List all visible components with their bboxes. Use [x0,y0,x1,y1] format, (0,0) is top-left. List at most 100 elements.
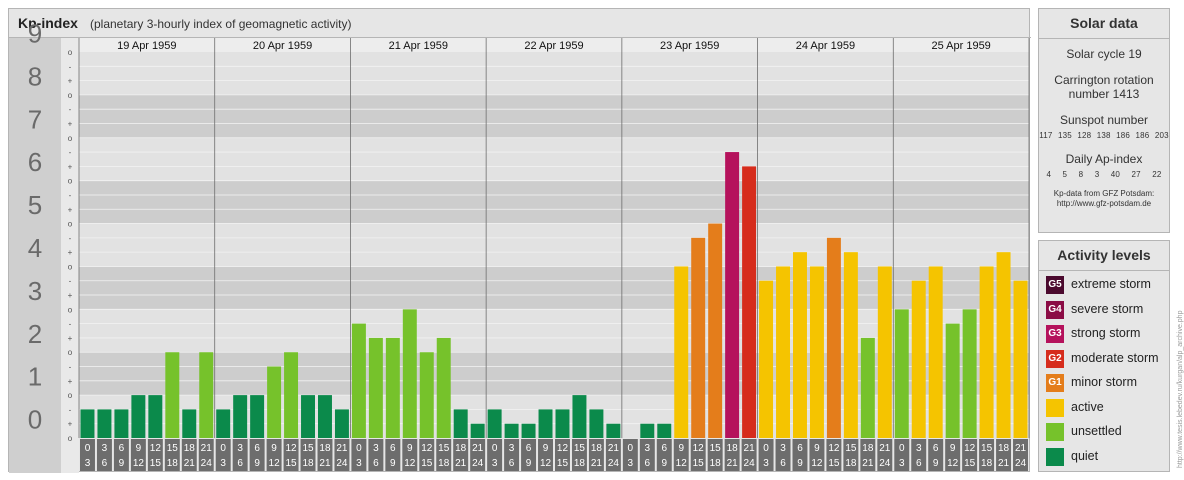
interval-cell [130,439,146,471]
interval-cell [690,439,706,471]
kp-bar [199,352,214,438]
day-label: 19 Apr 1959 [117,40,176,52]
kp-bar [301,395,315,438]
interval-start: 0 [492,443,498,454]
interval-start: 12 [285,443,297,454]
interval-end: 24 [1015,458,1027,469]
interval-start: 6 [390,443,396,454]
kp-bar [148,395,163,438]
interval-cell [351,439,367,471]
interval-end: 12 [811,458,823,469]
sub-tick-label: - [69,148,72,157]
legend-swatch: G3 [1046,325,1064,343]
interval-end: 15 [150,458,162,469]
interval-cell [605,439,621,471]
legend-label: extreme storm [1071,277,1151,291]
interval-cell [775,439,791,471]
interval-start: 0 [85,443,91,454]
interval-cell [962,439,978,471]
legend-item: quiet [1039,445,1169,470]
interval-start: 15 [710,443,722,454]
interval-start: 0 [899,443,905,454]
kp-bar [284,352,299,438]
interval-end: 21 [319,458,331,469]
interval-cell [504,439,520,471]
interval-start: 6 [797,443,803,454]
kp-bar [640,423,655,438]
interval-cell [113,439,129,471]
y-axis-band [9,38,61,473]
interval-end: 3 [628,458,634,469]
interval-end: 24 [608,458,620,469]
interval-cell [979,439,995,471]
y-tick-label: 0 [28,405,42,435]
day-label: 20 Apr 1959 [253,40,312,52]
interval-end: 24 [336,458,348,469]
interval-cell [232,439,248,471]
interval-start: 12 [557,443,569,454]
sub-tick-label: o [68,348,73,357]
interval-start: 3 [509,443,515,454]
interval-end: 9 [526,458,532,469]
interval-end: 18 [574,458,586,469]
kp-bar [691,237,706,438]
interval-start: 3 [102,443,108,454]
source-link[interactable]: http://www.gfz-potsdam.de [1056,199,1152,208]
interval-start: 18 [319,443,331,454]
band-level-3 [79,266,1029,310]
kp-bar [504,423,519,438]
interval-end: 18 [438,458,450,469]
sub-tick-label: o [68,434,73,443]
kp-bar [470,423,485,438]
kp-bar [877,266,892,438]
interval-end: 6 [916,458,922,469]
interval-end: 12 [947,458,959,469]
sub-tick-label: + [68,377,73,386]
interval-cell [402,439,418,471]
sub-tick-label: - [69,62,72,71]
interval-start: 21 [879,443,891,454]
kp-bar [945,323,960,438]
interval-end: 3 [492,458,498,469]
legend-swatch [1046,447,1064,466]
interval-end: 15 [828,458,840,469]
levels-legend: G5 extreme storm G4 severe storm G3 strong st… [1039,271,1169,469]
band-level-4 [79,223,1029,267]
sub-tick-label: o [68,305,73,314]
kp-bar [521,423,536,438]
interval-end: 12 [676,458,688,469]
legend-label: severe storm [1071,301,1144,316]
interval-end: 9 [390,458,396,469]
solar-data-panel: Solar data Solar cycle 19 Carrington rot… [1038,8,1170,233]
interval-start: 6 [254,443,260,454]
interval-cell [571,439,587,471]
band-level-5 [79,180,1029,224]
kp-bar [436,337,451,438]
interval-end: 12 [269,458,281,469]
kp-bar [402,309,417,438]
interval-start: 12 [828,443,840,454]
interval-start: 12 [964,443,976,454]
interval-cell [860,439,876,471]
kp-bar [572,395,587,438]
interval-end: 12 [133,458,145,469]
interval-cell [673,439,689,471]
kp-bar [725,152,740,438]
day-label: 21 Apr 1959 [389,40,448,52]
interval-start: 18 [455,443,467,454]
interval-end: 9 [119,458,125,469]
interval-cell [741,439,757,471]
sunspot-values: 117 135 128 138 186 186 203 [1039,131,1169,140]
kp-bar [809,266,824,438]
kp-bar [759,280,774,438]
interval-end: 24 [744,458,756,469]
interval-end: 18 [167,458,179,469]
interval-start: 9 [678,443,684,454]
interval-cell [588,439,604,471]
levels-panel-title: Activity levels [1039,241,1169,271]
interval-cell [877,439,893,471]
interval-start: 21 [336,443,348,454]
interval-end: 9 [933,458,939,469]
interval-end: 15 [964,458,976,469]
kp-bar [1013,280,1028,438]
